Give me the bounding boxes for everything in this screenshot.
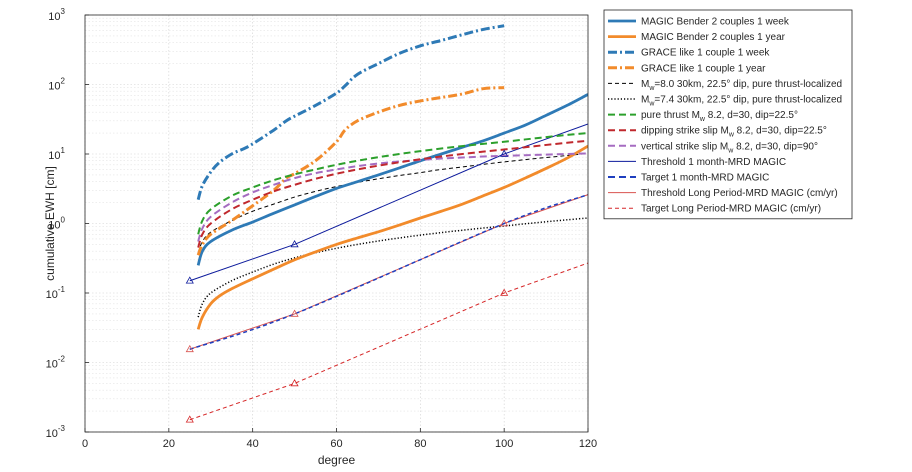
series-line-s11b	[189, 193, 588, 350]
legend-label-s13: Target Long Period-MRD MAGIC (cm/yr)	[641, 204, 821, 215]
x-axis-label: degree	[318, 453, 356, 467]
legend: MAGIC Bender 2 couples 1 week MAGIC Bende…	[603, 9, 853, 220]
series-line-s8	[197, 139, 588, 248]
series-marker-s10	[185, 276, 194, 284]
y-tick-label: 10-2	[46, 355, 66, 371]
series-layer	[189, 24, 588, 421]
y-axis-label: cumulative EWH [cm]	[43, 166, 57, 281]
legend-label-s5: Mw=8.0 30km, 22.5° dip, pure thrust-loca…	[641, 79, 842, 92]
legend-label-s11: Target 1 month-MRD MAGIC	[641, 173, 769, 184]
series-marker-s12	[500, 219, 509, 227]
legend-label-s8: dipping strike slip Mw 8.2, d=30, dip=22…	[641, 126, 827, 139]
series-marker-s13	[500, 288, 509, 296]
series-marker-s10	[500, 149, 509, 157]
legend-label-s2: MAGIC Bender 2 couples 1 year	[641, 32, 786, 43]
legend-label-s1: MAGIC Bender 2 couples 1 week	[641, 17, 790, 28]
x-tick-label: 20	[163, 438, 175, 450]
legend-label-s12: Threshold Long Period-MRD MAGIC (cm/yr)	[641, 188, 838, 199]
x-tick-label: 60	[330, 438, 342, 450]
series-line-s5	[197, 152, 588, 253]
legend-label-s9: vertical strike slip Mw 8.2, d=30, dip=9…	[641, 141, 818, 154]
series-line-s10	[189, 123, 588, 282]
series-line-s2	[196, 144, 588, 330]
x-tick-label: 0	[82, 438, 88, 450]
y-tick-label: 10-1	[46, 285, 66, 301]
y-tick-label: 103	[48, 7, 65, 23]
series-marker-s13	[185, 415, 194, 423]
legend-label-s3: GRACE like 1 couple 1 week	[641, 48, 770, 59]
series-line-s13	[189, 262, 588, 421]
x-tick-label: 120	[579, 438, 597, 450]
series-marker-s10	[290, 240, 299, 248]
x-axis-ticks: 0 20 40 60 80 100 120	[82, 428, 597, 450]
series-line-s7	[197, 132, 588, 235]
series-line-s3	[196, 24, 505, 201]
legend-label-s7: pure thrust Mw 8.2, d=30, dip=22.5°	[641, 110, 798, 123]
legend-label-s4: GRACE like 1 couple 1 year	[641, 63, 766, 74]
series-line-s9	[197, 152, 588, 242]
series-marker-s12	[185, 344, 194, 353]
y-tick-label: 101	[48, 146, 65, 162]
x-tick-label: 40	[247, 438, 259, 450]
y-tick-label: 10-3	[46, 424, 66, 440]
legend-label-s6: Mw=7.4 30km, 22.5° dip, pure thrust-loca…	[641, 95, 842, 108]
series-line-s6	[197, 217, 588, 318]
legend-label-s10: Threshold 1 month-MRD MAGIC	[641, 157, 786, 168]
x-tick-label: 80	[414, 438, 426, 450]
series-marker-s12	[290, 309, 299, 317]
series-line-s1	[196, 93, 588, 266]
x-tick-label: 100	[495, 438, 513, 450]
y-tick-label: 102	[48, 77, 65, 93]
series-marker-s13	[290, 379, 299, 387]
marker-layer	[185, 149, 509, 423]
legend-box	[603, 9, 853, 220]
